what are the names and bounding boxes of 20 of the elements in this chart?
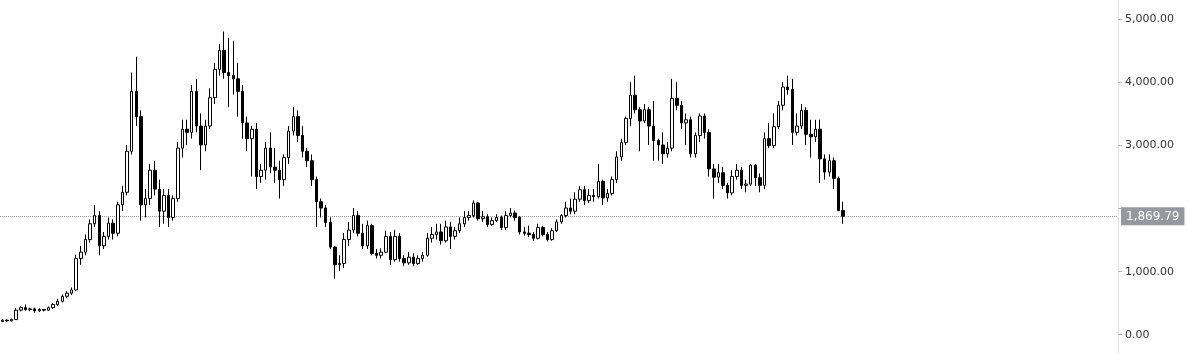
- candlestick: [65, 290, 69, 299]
- candlestick: [818, 119, 822, 184]
- y-tick-label: 1,000.00: [1125, 264, 1174, 278]
- candlestick: [587, 188, 591, 204]
- y-tick-label: 5,000.00: [1125, 12, 1174, 26]
- candlestick: [504, 210, 508, 231]
- y-tick-label: 4,000.00: [1125, 75, 1174, 89]
- candlestick: [51, 302, 55, 310]
- candlestick: [42, 308, 46, 312]
- y-tick-label: 3,000.00: [1125, 138, 1174, 152]
- y-tick-label: 0.00: [1125, 327, 1150, 341]
- candlestick: [393, 229, 397, 263]
- candlestick: [5, 318, 9, 323]
- candlestick: [370, 223, 374, 256]
- candlestick: [490, 216, 494, 227]
- candlestick: [661, 131, 665, 165]
- candlestick: [527, 225, 531, 238]
- ref-line-label: 1,869.79: [1126, 209, 1180, 224]
- candlestick: [28, 307, 32, 312]
- candlestick: [416, 254, 420, 266]
